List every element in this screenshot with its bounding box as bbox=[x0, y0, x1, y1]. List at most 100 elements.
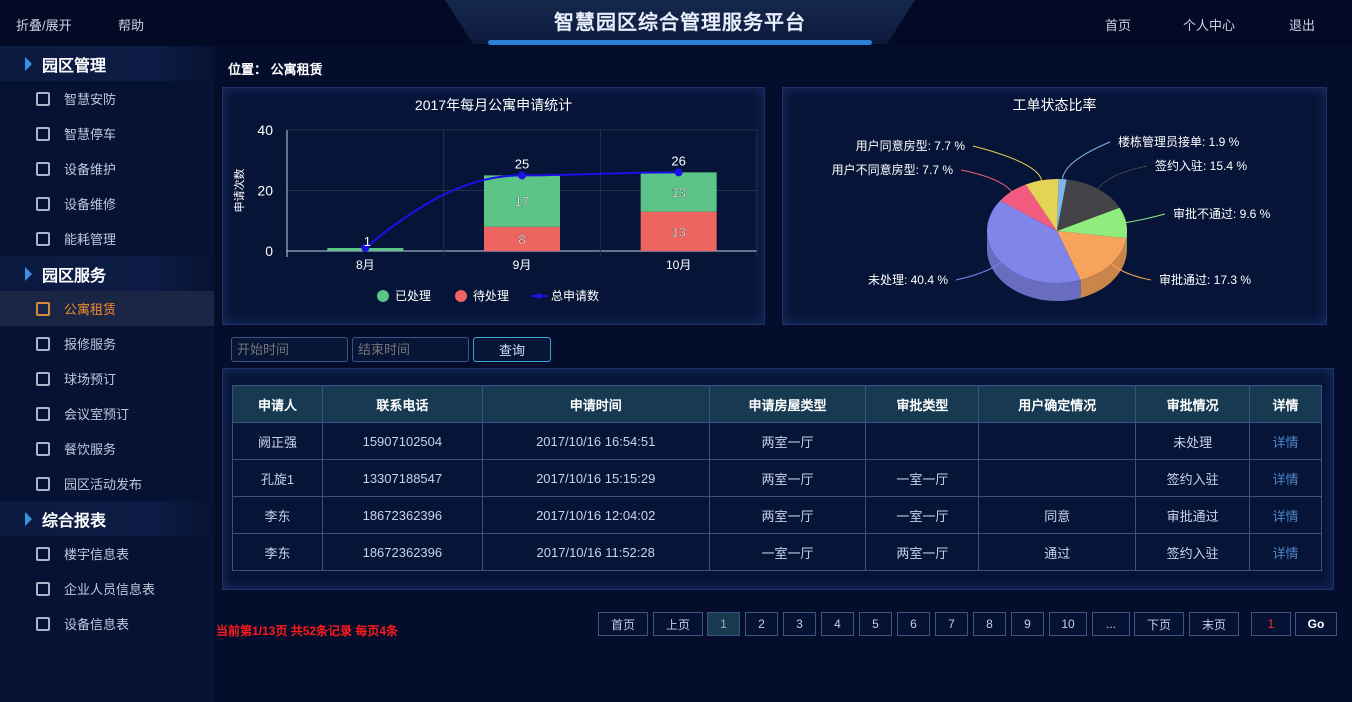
page-button[interactable]: 3 bbox=[783, 612, 816, 636]
pie-slice-side bbox=[1080, 238, 1127, 298]
sidebar-item[interactable]: 报修服务 bbox=[0, 326, 214, 361]
sidebar-item[interactable]: 楼宇信息表 bbox=[0, 536, 214, 571]
detail-link[interactable]: 详情 bbox=[1249, 459, 1322, 497]
page-button[interactable]: 5 bbox=[859, 612, 892, 636]
pie-label: 审批通过: 17.3 % bbox=[1159, 272, 1251, 287]
pie-slice-用户不同意房型 bbox=[1000, 184, 1057, 231]
sidebar-group-label: 园区服务 bbox=[42, 267, 107, 285]
sidebar-group[interactable]: 综合报表 bbox=[0, 501, 214, 536]
profile-link[interactable]: 个人中心 bbox=[1183, 18, 1236, 33]
detail-link[interactable]: 详情 bbox=[1249, 496, 1322, 534]
x-tick-label: 10月 bbox=[666, 258, 691, 272]
legend-label: 已处理 bbox=[395, 289, 431, 303]
pagination-info: 当前第1/13页 共52条记录 每页4条 bbox=[216, 624, 399, 638]
line-point bbox=[674, 168, 683, 177]
pie-leader-line bbox=[955, 261, 1002, 281]
bar-待处理 bbox=[640, 211, 717, 251]
sidebar-item[interactable]: 智慧停车 bbox=[0, 116, 214, 151]
help-link[interactable]: 帮助 bbox=[118, 18, 145, 33]
pie-chart-panel: 工单状态比率 楼栋管理员接单: 1.9 % 签约入驻: 15.4 % 审批不通过: … bbox=[782, 87, 1327, 325]
prev-page-button[interactable]: 上页 bbox=[653, 612, 703, 636]
pie-slice-side bbox=[987, 231, 1081, 301]
bar-chart: 0 20 40 申请次数 8月 9月 8 17 10月 13 13 1 25 26 已处理 待处理 总申请数 bbox=[232, 122, 758, 303]
toggle-sidebar-link[interactable]: 折叠/展开 bbox=[16, 18, 72, 33]
column-header: 审批类型 bbox=[865, 385, 980, 423]
sidebar-item[interactable]: 会议室预订 bbox=[0, 396, 214, 431]
sidebar-item-label: 企业人员信息表 bbox=[64, 582, 156, 597]
detail-link[interactable]: 详情 bbox=[1249, 422, 1322, 460]
sidebar-item-label: 设备信息表 bbox=[64, 617, 130, 632]
start-time-input[interactable] bbox=[231, 337, 348, 362]
column-header: 详情 bbox=[1249, 385, 1322, 423]
column-header: 申请时间 bbox=[481, 385, 710, 423]
table-cell: 阙正强 bbox=[232, 422, 323, 460]
page-button[interactable]: 7 bbox=[935, 612, 968, 636]
legend-marker bbox=[377, 290, 389, 302]
detail-link[interactable]: 详情 bbox=[1249, 533, 1322, 571]
home-link[interactable]: 首页 bbox=[1105, 18, 1132, 33]
title-underline bbox=[488, 40, 872, 45]
line-point bbox=[518, 171, 526, 180]
last-page-button[interactable]: 末页 bbox=[1189, 612, 1239, 636]
query-button[interactable]: 查询 bbox=[473, 337, 551, 362]
table-cell bbox=[978, 422, 1137, 460]
sidebar-item[interactable]: 园区活动发布 bbox=[0, 466, 214, 501]
sidebar-item[interactable]: 设备信息表 bbox=[0, 606, 214, 641]
pie-label: 用户同意房型: 7.7 % bbox=[856, 138, 966, 153]
table-cell: 2017/10/16 11:52:28 bbox=[481, 533, 710, 571]
page-button[interactable]: 4 bbox=[821, 612, 854, 636]
logout-link[interactable]: 退出 bbox=[1289, 18, 1316, 33]
page-button[interactable]: 10 bbox=[1049, 612, 1087, 636]
line-value-label: 1 bbox=[364, 234, 371, 249]
pie-slice-side bbox=[1126, 231, 1127, 257]
next-page-button[interactable]: 下页 bbox=[1134, 612, 1184, 636]
sidebar-item[interactable]: 设备维护 bbox=[0, 151, 214, 186]
table-cell: 18672362396 bbox=[321, 496, 483, 534]
sidebar-item[interactable]: 能耗管理 bbox=[0, 221, 214, 256]
sidebar-group[interactable]: 园区管理 bbox=[0, 46, 214, 81]
page-button[interactable]: 8 bbox=[973, 612, 1006, 636]
pie-slice-签约入驻 bbox=[1057, 179, 1120, 231]
main-content: 位置： 公寓租赁 2017年每月公寓申请统计 0 20 40 申请次数 8月 9月 8 17 1… bbox=[214, 46, 1352, 702]
sidebar-item[interactable]: 企业人员信息表 bbox=[0, 571, 214, 606]
pie-leader-line bbox=[972, 145, 1043, 181]
sidebar-item-label: 能耗管理 bbox=[64, 232, 117, 247]
page-button[interactable]: 6 bbox=[897, 612, 930, 636]
table-cell: 孔旋1 bbox=[232, 459, 323, 497]
table-cell: 审批通过 bbox=[1135, 496, 1251, 534]
sidebar-item[interactable]: 智慧安防 bbox=[0, 81, 214, 116]
building-icon bbox=[36, 301, 50, 316]
page-button[interactable]: 2 bbox=[745, 612, 778, 636]
dining-icon bbox=[36, 441, 50, 456]
table-row: 李东 18672362396 2017/10/16 11:52:28 一室一厅 两室一厅… bbox=[232, 533, 1322, 571]
table-cell: 18672362396 bbox=[321, 533, 483, 571]
page-button[interactable]: 1 bbox=[707, 612, 740, 636]
sidebar-item[interactable]: 球场预订 bbox=[0, 361, 214, 396]
pie-label: 楼栋管理员接单: 1.9 % bbox=[1118, 134, 1240, 149]
legend-label: 总申请数 bbox=[551, 288, 599, 303]
y-tick-label: 0 bbox=[265, 243, 273, 259]
sidebar-item[interactable]: 公寓租赁 bbox=[0, 291, 214, 326]
line-value-label: 26 bbox=[671, 153, 685, 168]
caret-right-icon bbox=[25, 56, 32, 71]
sidebar-group-label: 综合报表 bbox=[42, 512, 107, 530]
end-time-input[interactable] bbox=[352, 337, 469, 362]
sidebar-item[interactable]: 设备维修 bbox=[0, 186, 214, 221]
table-row: 李东 18672362396 2017/10/16 12:04:02 两室一厅 一室一厅… bbox=[232, 496, 1322, 534]
application-table: 申请人 联系电话 申请时间 申请房屋类型 审批类型 用户确定情况 审批情况 详情 阙正强 159… bbox=[232, 385, 1322, 571]
sidebar-item-label: 餐饮服务 bbox=[64, 442, 117, 457]
first-page-button[interactable]: 首页 bbox=[598, 612, 648, 636]
table-row: 阙正强 15907102504 2017/10/16 16:54:51 两室一厅 未处理… bbox=[232, 422, 1322, 460]
page-button[interactable]: ... bbox=[1092, 612, 1130, 636]
page-jump-input[interactable]: 1 bbox=[1251, 612, 1291, 636]
sidebar-item[interactable]: 餐饮服务 bbox=[0, 431, 214, 466]
page-button[interactable]: 9 bbox=[1011, 612, 1044, 636]
sidebar-item-label: 球场预订 bbox=[64, 372, 117, 387]
sidebar-group[interactable]: 园区服务 bbox=[0, 256, 214, 291]
y-tick-label: 20 bbox=[257, 183, 273, 199]
table-cell: 李东 bbox=[232, 533, 323, 571]
go-button[interactable]: Go bbox=[1295, 612, 1337, 636]
pie-leader-line bbox=[1126, 213, 1166, 224]
column-header: 联系电话 bbox=[321, 385, 483, 423]
table-cell bbox=[978, 459, 1137, 497]
